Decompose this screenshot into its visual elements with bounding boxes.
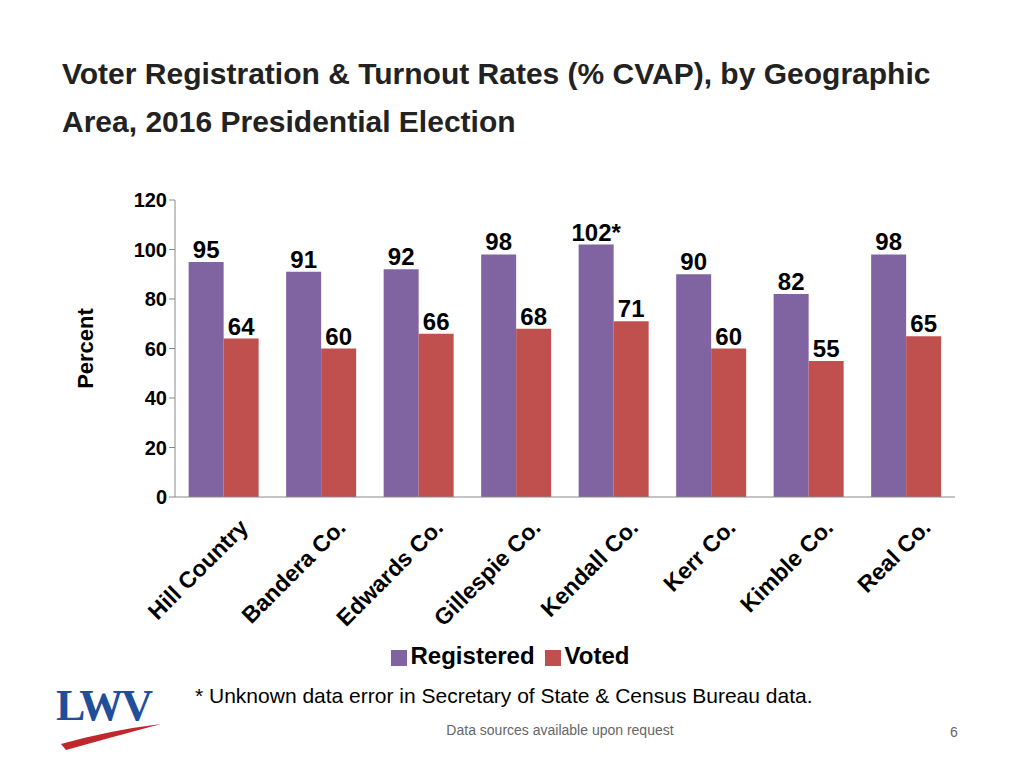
html-text:Data sources available upon re: Data sources available upon request (446, 722, 674, 738)
svg-text:Percent: Percent (73, 307, 98, 388)
svg-text:60: 60 (325, 323, 352, 350)
svg-text:60: 60 (715, 323, 742, 350)
html-text:* Unknown data error in Secret: * Unknown data error in Secretary of Sta… (195, 684, 813, 707)
html-text:Voted: Voted (564, 642, 630, 669)
svg-text:71: 71 (618, 295, 645, 322)
svg-text:100: 100 (134, 239, 167, 261)
svg-text:Kerr Co.: Kerr Co. (658, 514, 741, 597)
svg-text:95: 95 (193, 236, 220, 263)
svg-text:55: 55 (813, 335, 840, 362)
svg-text:Kimble Co.: Kimble Co. (735, 514, 838, 617)
svg-text:Bandera Co.: Bandera Co. (236, 514, 351, 629)
html-text:LWV: LWV (56, 681, 152, 730)
svg-text:90: 90 (680, 248, 707, 275)
svg-text:82: 82 (778, 268, 805, 295)
html-text:6: 6 (950, 724, 958, 740)
svg-text:60: 60 (145, 338, 167, 360)
svg-text:91: 91 (290, 246, 317, 273)
svg-text:40: 40 (145, 387, 167, 409)
svg-text:0: 0 (156, 486, 167, 508)
svg-text:Kendall Co.: Kendall Co. (535, 514, 643, 622)
svg-text:66: 66 (423, 308, 450, 335)
svg-text:68: 68 (520, 303, 547, 330)
svg-text:98: 98 (485, 228, 512, 255)
svg-text:64: 64 (228, 313, 255, 340)
svg-text:Edwards Co.: Edwards Co. (331, 514, 449, 631)
svg-text:Gillespie Co.: Gillespie Co. (429, 514, 546, 631)
svg-text:92: 92 (388, 243, 415, 270)
html-text:Registered: Registered (410, 642, 535, 669)
html-text:Voter Registration & Turnout R: Voter Registration & Turnout Rates (% CV… (62, 57, 931, 138)
svg-text:102*: 102* (571, 219, 621, 246)
svg-text:98: 98 (875, 228, 902, 255)
svg-text:65: 65 (910, 310, 937, 337)
svg-text:20: 20 (145, 437, 167, 459)
svg-text:Real Co.: Real Co. (852, 514, 935, 597)
svg-text:120: 120 (134, 189, 167, 211)
svg-text:80: 80 (145, 288, 167, 310)
svg-text:Hill Country: Hill Country (143, 514, 254, 625)
